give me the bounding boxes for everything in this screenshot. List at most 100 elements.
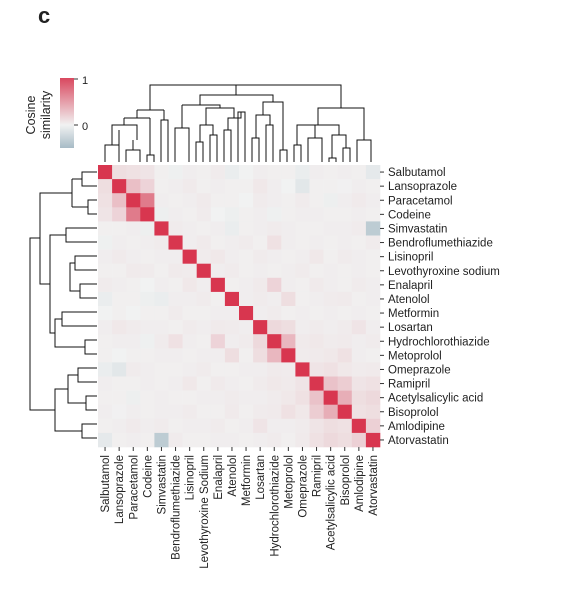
heatmap-cell — [168, 390, 183, 405]
heatmap-cell — [126, 249, 141, 264]
heatmap-cell — [140, 179, 155, 194]
heatmap-cell — [295, 348, 310, 363]
heatmap-cell — [281, 165, 296, 180]
heatmap-cell — [267, 334, 282, 349]
column-label: Metformin — [241, 455, 253, 506]
heatmap-cell — [239, 376, 254, 391]
heatmap-cell — [182, 165, 197, 180]
row-label: Atenolol — [388, 294, 430, 306]
heatmap-cell — [154, 306, 169, 321]
heatmap-cell — [168, 320, 183, 335]
heatmap-cell — [98, 193, 113, 208]
heatmap-cell — [309, 418, 324, 434]
heatmap-cell — [154, 418, 169, 434]
heatmap-cell — [281, 291, 296, 307]
heatmap-cell — [253, 348, 268, 363]
heatmap-cell — [309, 249, 324, 264]
heatmap-cell — [126, 320, 141, 335]
heatmap-cell — [309, 207, 324, 222]
heatmap-cell — [323, 376, 338, 391]
heatmap-cell — [309, 235, 324, 250]
heatmap-cell — [323, 432, 338, 448]
heatmap-cell — [224, 334, 240, 349]
heatmap-cell — [351, 263, 367, 279]
heatmap-cell — [253, 320, 268, 335]
heatmap-cell — [154, 193, 169, 208]
heatmap-cell — [365, 291, 381, 307]
heatmap-cell — [210, 306, 226, 321]
heatmap-cell — [210, 277, 226, 293]
heatmap-cell — [309, 277, 324, 293]
heatmap-cell — [309, 376, 324, 391]
heatmap-cell — [253, 418, 268, 434]
heatmap-cell — [112, 179, 127, 194]
heatmap-cell — [323, 348, 338, 363]
heatmap-cell — [210, 165, 226, 180]
heatmap-cell — [239, 418, 254, 434]
heatmap-cell — [365, 404, 381, 420]
row-labels: Salbutamol Lansoprazole Paracetamol Codeine… — [380, 167, 500, 447]
heatmap-cell — [309, 193, 324, 208]
heatmap-cell — [196, 432, 212, 448]
heatmap-cell — [98, 390, 113, 405]
heatmap-cell — [112, 348, 127, 363]
heatmap-cell — [365, 376, 381, 391]
heatmap-cell — [98, 404, 113, 420]
heatmap-cell — [224, 235, 240, 250]
heatmap-cell — [267, 249, 282, 264]
heatmap-cell — [210, 193, 226, 208]
row-label: Lisinopril — [388, 252, 433, 264]
heatmap-cell — [196, 376, 212, 391]
heatmap-cell — [295, 277, 310, 293]
colorbar-gradient — [60, 78, 74, 148]
row-label: Enalapril — [388, 280, 433, 292]
heatmap-cell — [281, 263, 296, 279]
heatmap-cell — [281, 235, 296, 250]
column-label: Acetylsalicylic acid — [326, 455, 338, 550]
heatmap-cell — [224, 432, 240, 448]
heatmap-cell — [323, 418, 338, 434]
heatmap-cell — [210, 207, 226, 222]
heatmap-cell — [295, 263, 310, 279]
heatmap-cell — [140, 390, 155, 405]
heatmap-cell — [154, 221, 169, 236]
heatmap-cell — [253, 404, 268, 420]
heatmap-cell — [365, 263, 381, 279]
heatmap-cell — [126, 418, 141, 434]
heatmap-cell — [140, 263, 155, 279]
column-label: Lisinopril — [185, 455, 197, 500]
heatmap-cell — [281, 207, 296, 222]
heatmap-cell — [196, 263, 212, 279]
heatmap-cell — [281, 418, 296, 434]
heatmap-cell — [309, 320, 324, 335]
heatmap-cell — [196, 249, 212, 264]
heatmap-cell — [126, 235, 141, 250]
heatmap-cell — [140, 432, 155, 448]
heatmap-cell — [337, 362, 353, 377]
heatmap-cell — [112, 376, 127, 391]
heatmap-cell — [281, 179, 296, 194]
heatmap-cell — [112, 432, 127, 448]
heatmap-cell — [239, 221, 254, 236]
heatmap-cell — [210, 348, 226, 363]
heatmap-cell — [309, 221, 324, 236]
heatmap-cell — [98, 235, 113, 250]
heatmap-cell — [168, 165, 183, 180]
heatmap-cell — [281, 390, 296, 405]
heatmap-cell — [351, 404, 367, 420]
heatmap-cell — [182, 432, 197, 448]
heatmap-cell — [309, 263, 324, 279]
heatmap-cell — [182, 320, 197, 335]
heatmap-cell — [281, 362, 296, 377]
heatmap-cell — [140, 362, 155, 377]
column-label: Paracetamol — [128, 455, 140, 520]
heatmap-cell — [196, 291, 212, 307]
heatmap-cell — [281, 376, 296, 391]
heatmap-cell — [239, 432, 254, 448]
row-label: Amlodipine — [388, 421, 445, 433]
heatmap-cell — [224, 165, 240, 180]
heatmap-cell — [154, 376, 169, 391]
heatmap-cell — [323, 291, 338, 307]
heatmap-cell — [365, 179, 381, 194]
heatmap-cell — [351, 306, 367, 321]
